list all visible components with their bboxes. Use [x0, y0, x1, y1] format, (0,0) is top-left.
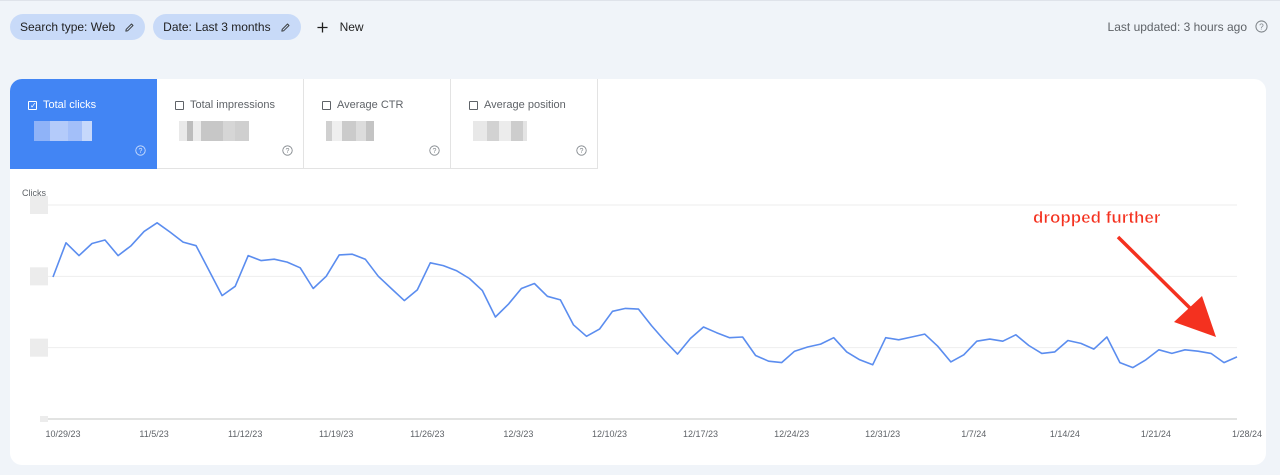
metric-label: Total impressions	[190, 99, 275, 111]
metric-label-row: Total impressions	[175, 99, 275, 111]
search-type-filter-label: Search type: Web	[20, 20, 116, 34]
help-icon[interactable]: ?	[282, 145, 293, 156]
metric-label: Total clicks	[43, 99, 97, 111]
checkbox-checked-icon: ✓	[28, 100, 37, 110]
x-tick-label: 1/14/24	[1050, 429, 1080, 439]
x-tick-label: 12/3/23	[503, 429, 533, 439]
y-tick-label-redacted	[30, 267, 48, 286]
x-tick-label: 11/5/23	[139, 429, 168, 439]
top-divider	[0, 0, 1280, 1]
metric-average-ctr[interactable]: Average CTR ?	[304, 79, 451, 169]
y-axis-label: Clicks	[22, 188, 46, 198]
metric-tabs: ✓ Total clicks ? Total impressions	[10, 79, 598, 169]
last-updated-text: Last updated: 3 hours ago	[1107, 20, 1247, 34]
y-tick-label-redacted	[40, 416, 48, 422]
y-tick-label-redacted	[30, 338, 48, 357]
date-filter-chip[interactable]: Date: Last 3 months	[153, 14, 301, 40]
x-tick-label: 1/28/24	[1232, 429, 1262, 439]
new-filter-label: New	[339, 20, 364, 34]
x-tick-label: 12/17/23	[683, 429, 718, 439]
y-tick-label-redacted	[30, 196, 48, 214]
performance-card: ✓ Total clicks ? Total impressions	[10, 79, 1266, 465]
annotation-arrow-head	[1174, 296, 1216, 337]
svg-text:?: ?	[1259, 22, 1264, 32]
checkbox-unchecked-icon	[175, 100, 184, 110]
series-line	[52, 222, 1238, 369]
x-tick-label: 1/7/24	[961, 429, 986, 439]
metric-label: Average position	[484, 99, 566, 111]
metric-label-row: ✓ Total clicks	[28, 99, 96, 111]
annotation-arrow-shaft	[1116, 235, 1200, 318]
search-type-filter-chip[interactable]: Search type: Web	[10, 14, 146, 40]
svg-text:?: ?	[580, 148, 584, 155]
help-icon[interactable]: ?	[1255, 20, 1268, 33]
x-tick-label: 11/12/23	[228, 429, 262, 439]
x-tick-label: 12/31/23	[865, 429, 900, 439]
metric-label: Average CTR	[337, 99, 404, 111]
x-tick-label: 11/19/23	[319, 429, 353, 439]
metric-total-clicks[interactable]: ✓ Total clicks ?	[10, 79, 157, 169]
svg-text:?: ?	[139, 148, 143, 155]
date-filter-label: Date: Last 3 months	[163, 20, 271, 34]
x-tick-label: 1/21/24	[1141, 429, 1171, 439]
edit-pencil-icon	[125, 23, 134, 32]
metric-label-row: Average position	[469, 99, 566, 111]
x-tick-label: 12/10/23	[592, 429, 627, 439]
metric-label-row: Average CTR	[322, 99, 403, 111]
x-tick-label: 10/29/23	[45, 429, 80, 439]
annotation: dropped further	[1033, 208, 1216, 337]
help-icon[interactable]: ?	[429, 145, 440, 156]
metric-average-position[interactable]: Average position ?	[451, 79, 598, 169]
checkbox-unchecked-icon	[322, 100, 331, 110]
plus-icon	[317, 21, 328, 33]
filter-bar: Search type: Web Date: Last 3 months New	[10, 14, 364, 40]
metric-total-impressions[interactable]: Total impressions ?	[157, 79, 304, 169]
svg-text:?: ?	[286, 148, 290, 155]
help-icon[interactable]: ?	[576, 145, 587, 156]
svg-text:?: ?	[433, 148, 437, 155]
x-tick-label: 11/26/23	[410, 429, 444, 439]
x-tick-label: 12/24/23	[774, 429, 809, 439]
annotation-text: dropped further	[1033, 208, 1161, 227]
clicks-line-chart: Clicks 10/29/23 11/5/23 11/12/23 11/19/23 11…	[22, 188, 1262, 439]
new-filter-button[interactable]: New	[317, 20, 364, 34]
edit-pencil-icon	[280, 23, 290, 32]
checkbox-unchecked-icon	[469, 100, 478, 110]
help-icon[interactable]: ?	[135, 145, 146, 156]
